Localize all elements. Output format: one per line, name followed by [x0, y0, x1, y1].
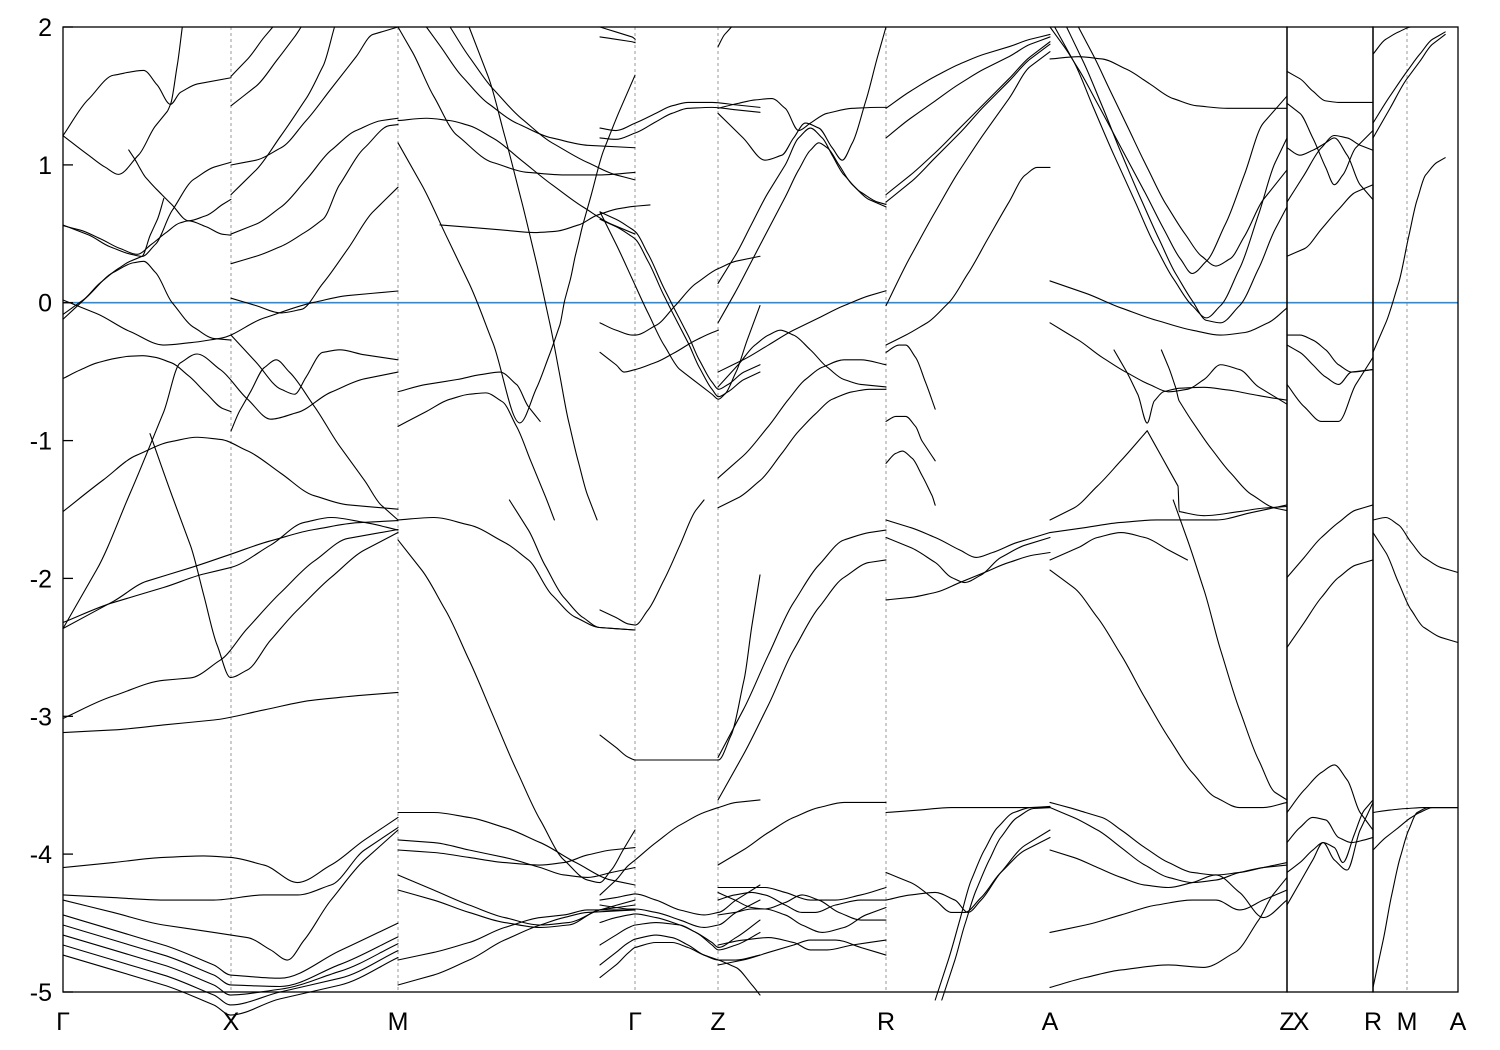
svg-text:M: M: [388, 1008, 409, 1036]
svg-text:-1: -1: [30, 428, 52, 456]
svg-text:R: R: [1364, 1008, 1382, 1036]
svg-text:1: 1: [38, 152, 52, 180]
svg-text:0: 0: [38, 290, 52, 318]
svg-text:R: R: [877, 1008, 895, 1036]
svg-text:-2: -2: [30, 565, 52, 593]
svg-text:Z: Z: [710, 1008, 725, 1036]
svg-text:M: M: [1397, 1008, 1418, 1036]
svg-text:-4: -4: [30, 841, 52, 869]
svg-text:2: 2: [38, 14, 52, 42]
svg-text:-3: -3: [30, 703, 52, 731]
svg-text:-5: -5: [30, 979, 52, 1007]
svg-text:A: A: [1042, 1008, 1059, 1036]
svg-text:Γ: Γ: [56, 1008, 70, 1036]
svg-text:A: A: [1450, 1008, 1467, 1036]
svg-text:X: X: [223, 1008, 240, 1036]
svg-text:X: X: [1293, 1008, 1310, 1036]
svg-text:Γ: Γ: [628, 1008, 642, 1036]
